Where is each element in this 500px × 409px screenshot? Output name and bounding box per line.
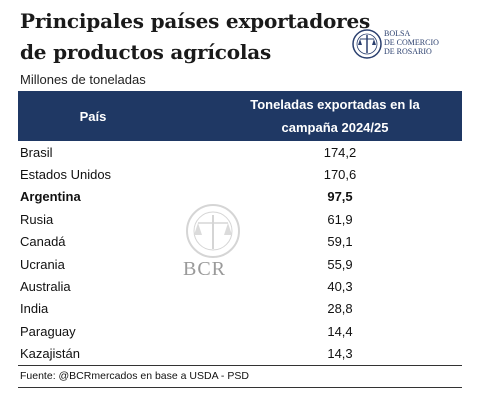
watermark-icon: [186, 204, 240, 258]
column-header: País: [18, 91, 168, 141]
value-cell: 97,5: [327, 189, 353, 205]
country-cell: India: [20, 301, 49, 317]
value-cell: 40,3: [327, 279, 353, 295]
value-cell: 174,2: [323, 144, 357, 160]
table-row: India 28,8: [18, 298, 462, 320]
table-row: Kazajistán 14,3: [18, 342, 462, 366]
value-cell: 14,3: [168, 342, 462, 366]
watermark-text: BCR: [183, 258, 227, 280]
logo-line: DE COMERCIO: [384, 38, 439, 47]
logo-text: BOLSA DE COMERCIO DE ROSARIO: [384, 29, 439, 56]
logo-line: DE ROSARIO: [384, 47, 432, 56]
table-row: Paraguay 14,4: [18, 320, 462, 342]
country-cell: Australia: [20, 279, 71, 295]
country-cell: Kazajistán: [18, 342, 168, 366]
logo-icon: [352, 29, 382, 59]
value-cell: 61,9: [327, 211, 353, 227]
table-row: Australia 40,3: [18, 275, 462, 297]
value-cell: 170,6: [323, 167, 357, 183]
country-cell: Paraguay: [20, 323, 76, 339]
title-line: de productos agrícolas: [20, 40, 272, 64]
country-cell: Canadá: [20, 234, 66, 250]
country-cell: Ucrania: [20, 256, 65, 272]
country-cell: Argentina: [20, 189, 81, 205]
country-cell: Estados Unidos: [20, 167, 112, 183]
table-row: Rusia 61,9: [18, 208, 462, 230]
logo-line: BOLSA: [384, 29, 411, 38]
source-note: Fuente: @BCRmercados en base a USDA - PS…: [18, 368, 462, 388]
value-cell: 28,8: [327, 301, 353, 317]
data-table: País Toneladas exportadas en la campaña …: [18, 91, 462, 366]
value-cell: 14,4: [327, 323, 353, 339]
column-header-text: Toneladas exportadas en la campaña 2024/…: [250, 97, 420, 135]
country-cell: Brasil: [20, 144, 53, 160]
table-row: Argentina 97,5: [18, 186, 462, 208]
title-line: Principales países exportadores: [20, 9, 371, 33]
table-row: Ucrania 55,9: [18, 253, 462, 275]
value-cell: 59,1: [327, 234, 353, 250]
value-cell: 55,9: [327, 256, 353, 272]
subtitle: Millones de toneladas: [20, 72, 146, 87]
header-row: País Toneladas exportadas en la campaña …: [18, 91, 462, 141]
country-cell: Rusia: [20, 211, 54, 227]
title: Principales países exportadores de produ…: [20, 6, 370, 68]
table-row: Estados Unidos 170,6: [18, 163, 462, 185]
table-row: Brasil 174,2: [18, 141, 462, 163]
table-row: Canadá 59,1: [18, 231, 462, 253]
column-header: Toneladas exportadas en la campaña 2024/…: [168, 91, 462, 141]
